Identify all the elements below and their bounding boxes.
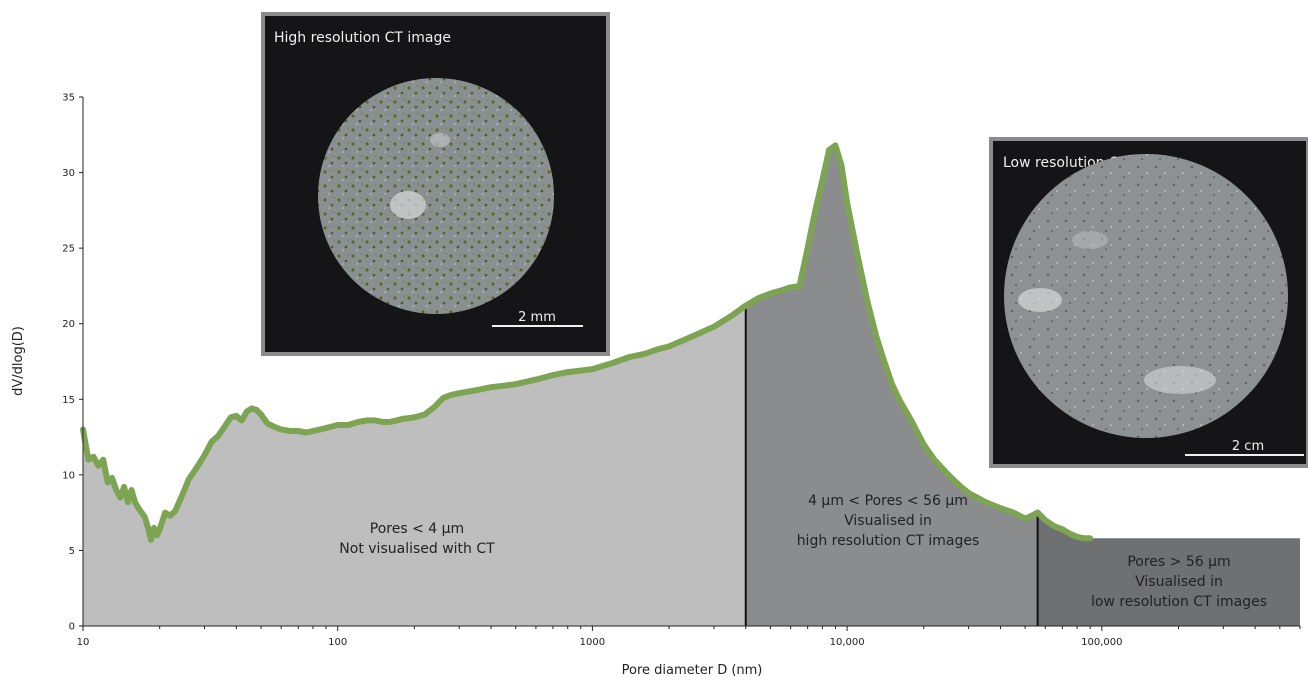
region-labels: Pores < 4 µm Not visualised with CT 4 µm <…: [339, 493, 1267, 610]
high-inset-title: High resolution CT image: [274, 30, 451, 46]
high-resolution-ct-inset: High resolution CT image 2 mm: [261, 12, 610, 356]
y-tick-label: 10: [62, 470, 75, 481]
distribution-series-line: [80, 142, 1094, 543]
low-resolution-ct-inset: Low resolution CT image 2 cm: [989, 137, 1308, 468]
axes: 0 5 10 15 20 25 30 35 10 100 1000 10,000 100,000 dV…: [11, 93, 1301, 678]
low-scale-label: 2 cm: [1232, 439, 1264, 454]
y-tick-label: 30: [62, 168, 75, 179]
x-tick-label: 10: [77, 637, 90, 648]
region-label-line: Visualised in: [1135, 574, 1223, 590]
region-label-line: low resolution CT images: [1091, 594, 1267, 610]
y-ticks: 0 5 10 15 20 25 30 35: [62, 93, 83, 633]
region-fill-3: [1037, 512, 1300, 626]
y-axis-title: dV/dlog(D): [11, 326, 26, 396]
region-label-line: 4 µm < Pores < 56 µm: [808, 493, 968, 509]
x-axis-title: Pore diameter D (nm): [622, 663, 763, 678]
y-tick-label: 35: [62, 93, 75, 104]
region-label-line: Not visualised with CT: [339, 541, 495, 557]
region-label-line: high resolution CT images: [797, 533, 980, 549]
low-ct-sample-image: [1004, 154, 1288, 438]
region-label-line: Pores > 56 µm: [1127, 554, 1230, 570]
high-ct-sample-image: [318, 78, 554, 314]
region-label-line: Visualised in: [844, 513, 932, 529]
y-tick-label: 20: [62, 319, 75, 330]
y-tick-label: 15: [62, 395, 75, 406]
x-tick-label: 100,000: [1081, 637, 1122, 648]
region-fill-1: [83, 305, 746, 626]
y-tick-label: 5: [69, 546, 75, 557]
x-tick-label: 100: [328, 637, 347, 648]
region-fills: [83, 145, 1300, 626]
x-ticks: 10 100 1000 10,000 100,000: [77, 626, 1301, 648]
y-tick-label: 0: [69, 622, 75, 633]
x-tick-label: 10,000: [830, 637, 865, 648]
x-tick-label: 1000: [580, 637, 605, 648]
region-label-line: Pores < 4 µm: [370, 521, 464, 537]
y-tick-label: 25: [62, 244, 75, 255]
high-scale-label: 2 mm: [518, 310, 556, 325]
